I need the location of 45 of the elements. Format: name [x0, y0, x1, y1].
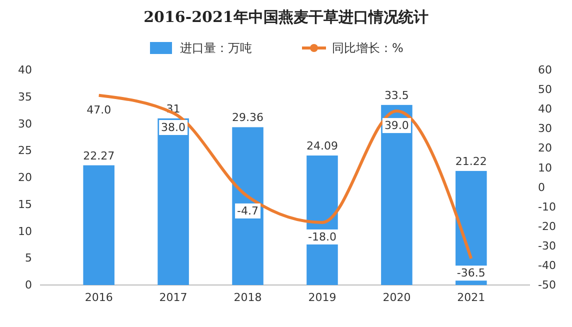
y2-tick-label: 30: [538, 122, 552, 136]
y-tick-label: 40: [18, 64, 32, 77]
y2-tick-label: -40: [538, 258, 556, 272]
x-tick-label: 2020: [382, 290, 411, 304]
y-tick-label: 30: [18, 117, 32, 130]
y2-tick-label: 50: [538, 83, 552, 96]
y-tick-label: 25: [18, 144, 32, 158]
data-label: -36.5: [456, 266, 486, 280]
data-label: -4.7: [237, 204, 258, 218]
chart-title: 2016-2021年中国燕麦干草进口情况统计: [144, 8, 428, 26]
x-tick-label: 2019: [308, 290, 336, 304]
data-label: 21.22: [455, 154, 487, 168]
y2-tick-label: 60: [538, 64, 552, 77]
y2-tick-label: 0: [538, 180, 545, 194]
y-tick-label: 5: [25, 252, 32, 265]
legend-label: 进口量：万吨: [180, 41, 252, 55]
y2-tick-label: 10: [538, 161, 552, 174]
data-label: 39.0: [384, 119, 409, 132]
y2-tick-label: -20: [538, 220, 556, 233]
data-label: -18.0: [308, 230, 336, 244]
data-label: 47.0: [86, 103, 112, 116]
y-tick-label: 10: [18, 224, 32, 238]
y-tick-label: 35: [18, 90, 32, 104]
y2-tick-label: -30: [538, 239, 556, 252]
y2-tick-label: -50: [538, 278, 556, 292]
y-tick-label: 0: [25, 278, 32, 292]
data-label: 33.5: [384, 88, 409, 102]
x-tick-label: 2021: [457, 290, 486, 304]
bar: [158, 118, 189, 285]
y2-tick-label: 40: [538, 102, 552, 116]
y-tick-label: 15: [18, 198, 32, 211]
bar: [83, 165, 114, 285]
data-label: 38.0: [161, 121, 186, 134]
data-label: 24.09: [306, 140, 338, 153]
x-tick-label: 2018: [234, 290, 262, 304]
data-label: 22.27: [83, 149, 115, 162]
legend-label: 同比增长：%: [332, 41, 404, 55]
x-tick-label: 2016: [84, 290, 113, 304]
bar: [232, 127, 264, 285]
data-label: 29.36: [232, 111, 264, 124]
x-tick-label: 2017: [159, 290, 188, 304]
y-tick-label: 20: [18, 171, 32, 184]
bar: [381, 104, 412, 285]
y2-tick-label: 20: [538, 142, 552, 155]
y2-tick-label: -10: [538, 200, 556, 214]
